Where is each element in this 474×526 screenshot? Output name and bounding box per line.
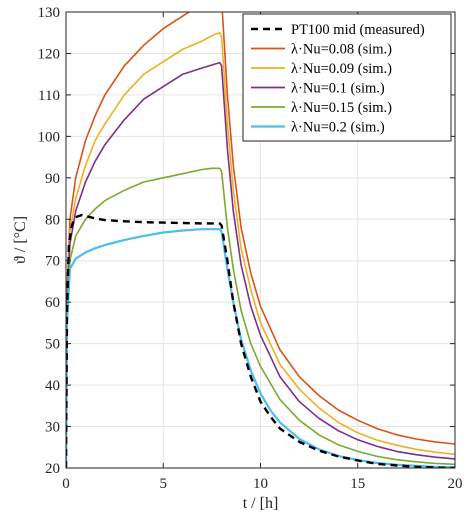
legend-entry: λ·Nu=0.1 (sim.) bbox=[291, 81, 385, 97]
series-line-sim-3 bbox=[66, 61, 455, 468]
tick-labels: 0 5 10 15 20 20 30 40 50 60 70 80 90 100 110 120 130 bbox=[38, 5, 463, 492]
series-line-sim-1 bbox=[66, 12, 455, 468]
y-tick-label: 90 bbox=[45, 171, 60, 187]
legend-entry: λ·Nu=0.15 (sim.) bbox=[291, 100, 392, 116]
y-tick-label: 70 bbox=[45, 254, 60, 270]
x-axis-label: t / [h] bbox=[243, 495, 279, 512]
legend-entry: PT100 mid (measured) bbox=[291, 22, 425, 38]
x-tick-label: 20 bbox=[448, 476, 463, 492]
series-lines bbox=[66, 12, 455, 468]
axis-ticks bbox=[65, 11, 456, 469]
series-line-sim-2 bbox=[66, 31, 455, 468]
y-tick-label: 110 bbox=[38, 88, 60, 104]
legend-entry: λ·Nu=0.2 (sim.) bbox=[291, 120, 385, 136]
x-tick-label: 15 bbox=[350, 476, 365, 492]
legend-entry: λ·Nu=0.08 (sim.) bbox=[291, 42, 392, 58]
legend-entry: λ·Nu=0.09 (sim.) bbox=[291, 61, 392, 77]
series-line-sim-4 bbox=[66, 167, 455, 468]
x-tick-label: 10 bbox=[253, 476, 268, 492]
y-tick-label: 40 bbox=[45, 378, 60, 394]
y-tick-label: 30 bbox=[45, 420, 60, 436]
legend: PT100 mid (measured) λ·Nu=0.08 (sim.) λ·Nu… bbox=[242, 13, 452, 142]
y-tick-label: 60 bbox=[45, 295, 60, 311]
legend-box bbox=[242, 13, 452, 142]
y-tick-label: 120 bbox=[38, 46, 61, 62]
y-tick-label: 100 bbox=[38, 129, 61, 145]
y-axis-label: ϑ / [°C] bbox=[12, 216, 29, 264]
series-line-measured bbox=[66, 213, 455, 468]
y-tick-label: 50 bbox=[45, 337, 60, 353]
y-tick-label: 20 bbox=[45, 461, 60, 477]
x-tick-label: 0 bbox=[62, 476, 70, 492]
x-tick-label: 5 bbox=[160, 476, 168, 492]
y-tick-label: 80 bbox=[45, 212, 60, 228]
y-tick-label: 130 bbox=[38, 5, 61, 21]
